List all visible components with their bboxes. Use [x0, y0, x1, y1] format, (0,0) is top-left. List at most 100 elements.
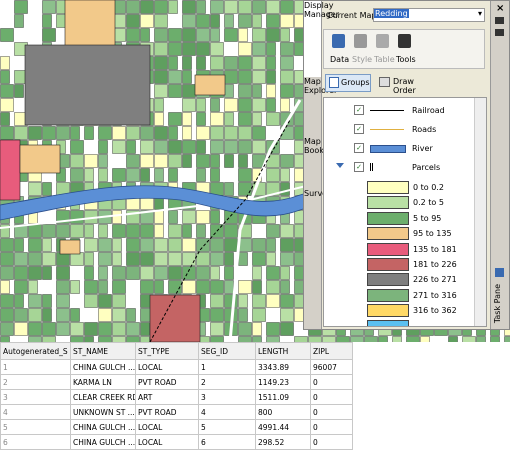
parcel	[168, 154, 182, 168]
parcel	[56, 308, 70, 322]
parcel	[196, 42, 210, 56]
parcel	[196, 210, 210, 224]
parcel	[126, 0, 140, 14]
table-row[interactable]: 3 CLEAR CREEK RD ART 3 1511.09 0	[0, 389, 353, 405]
column-header[interactable]: Autogenerated_S	[0, 342, 71, 360]
current-map-dropdown[interactable]: Redding ▾	[373, 8, 485, 22]
table-cell: 0	[310, 389, 353, 405]
parcel	[252, 266, 262, 280]
pane-tab[interactable]: Map Explorer	[304, 77, 338, 95]
parcel	[0, 98, 14, 112]
parcel	[266, 266, 280, 280]
parcel	[224, 140, 238, 154]
groups-button[interactable]: Groups	[325, 74, 371, 92]
parcel	[252, 70, 266, 84]
parcel	[280, 168, 290, 182]
parcel	[126, 336, 140, 342]
parcel	[266, 112, 280, 126]
parcel	[14, 308, 28, 322]
scrollbar[interactable]	[474, 98, 486, 326]
table-row[interactable]: 4 UNKNOWN ST ... PVT ROAD 4 800 0	[0, 404, 353, 420]
layer-checkbox[interactable]: ✓	[354, 162, 364, 172]
toolbar-icon[interactable]	[332, 34, 345, 48]
parcel	[252, 238, 266, 252]
parcel-block	[0, 139, 21, 201]
column-header[interactable]: ZIPL	[310, 342, 353, 360]
parcel	[280, 252, 294, 266]
parcel	[140, 140, 154, 154]
parcel	[98, 294, 112, 308]
parcel	[182, 112, 192, 126]
pin-icon[interactable]	[495, 17, 504, 24]
draw-order-button[interactable]: Draw Order	[376, 74, 436, 95]
parcel	[224, 112, 234, 126]
parcel	[266, 224, 280, 238]
parcel	[14, 0, 28, 14]
parcel	[112, 280, 126, 294]
parcel	[238, 112, 252, 126]
parcel	[140, 336, 150, 342]
parcel	[252, 322, 262, 336]
close-button[interactable]: ×	[496, 3, 505, 14]
table-cell: 0	[310, 419, 353, 435]
column-header[interactable]: LENGTH	[255, 342, 311, 360]
parcel	[280, 28, 290, 42]
table-cell: PVT ROAD	[135, 404, 199, 420]
parcel	[280, 14, 294, 28]
parcel	[14, 14, 24, 28]
parcel	[378, 336, 388, 342]
parcel	[56, 266, 70, 280]
parcel	[126, 308, 136, 322]
legend-swatch	[367, 273, 409, 287]
pane-tab[interactable]: Map Book	[304, 137, 324, 155]
parcel	[70, 252, 84, 266]
layer-symbol	[370, 110, 404, 111]
parcel	[84, 322, 98, 336]
parcel	[154, 266, 168, 280]
toolbar-icon[interactable]	[354, 34, 367, 48]
table-row[interactable]: 6 CHINA GULCH ... LOCAL 6 298.52 0	[0, 434, 353, 450]
table-cell: 6	[0, 434, 71, 450]
parcel	[238, 294, 248, 308]
parcel	[140, 154, 154, 168]
pane-tab[interactable]: Display Manager	[304, 1, 339, 77]
parcel	[280, 154, 294, 168]
layer-checkbox[interactable]: ✓	[354, 105, 364, 115]
table-row[interactable]: 1 CHINA GULCH ... LOCAL 1 3343.89 96007	[0, 359, 353, 375]
parcel	[504, 336, 510, 342]
legend-swatch	[367, 288, 409, 302]
parcel	[70, 280, 80, 294]
parcel	[266, 0, 280, 14]
toolbar-icon[interactable]	[398, 34, 411, 48]
toolbar-icon[interactable]	[376, 34, 389, 48]
parcel	[168, 42, 182, 56]
parcel	[182, 280, 196, 294]
parcel	[154, 168, 164, 182]
table-row[interactable]: 2 KARMA LN PVT ROAD 2 1149.23 0	[0, 374, 353, 390]
pane-tab[interactable]: Survey	[304, 189, 332, 198]
parcel	[182, 154, 192, 168]
parcel	[84, 238, 98, 252]
column-header[interactable]: SEG_ID	[198, 342, 256, 360]
parcel	[210, 140, 224, 154]
parcel	[462, 336, 476, 342]
menu-icon[interactable]	[495, 29, 504, 36]
layer-checkbox[interactable]: ✓	[354, 124, 364, 134]
groups-icon	[329, 77, 339, 88]
parcel	[448, 336, 458, 342]
parcel	[238, 280, 252, 294]
parcel	[238, 14, 252, 28]
column-header[interactable]: ST_TYPE	[135, 342, 199, 360]
column-header[interactable]: ST_NAME	[70, 342, 136, 360]
table-cell: PVT ROAD	[135, 374, 199, 390]
parcel	[280, 294, 294, 308]
parcel	[14, 126, 28, 140]
table-row[interactable]: 5 CHINA GULCH ... LOCAL 5 4991.44 0	[0, 419, 353, 435]
parcel	[392, 336, 402, 342]
parcel	[252, 294, 266, 308]
parcel	[0, 266, 14, 280]
parcel	[168, 210, 178, 224]
parcel	[28, 266, 42, 280]
layer-checkbox[interactable]: ✓	[354, 143, 364, 153]
parcel	[70, 168, 84, 182]
